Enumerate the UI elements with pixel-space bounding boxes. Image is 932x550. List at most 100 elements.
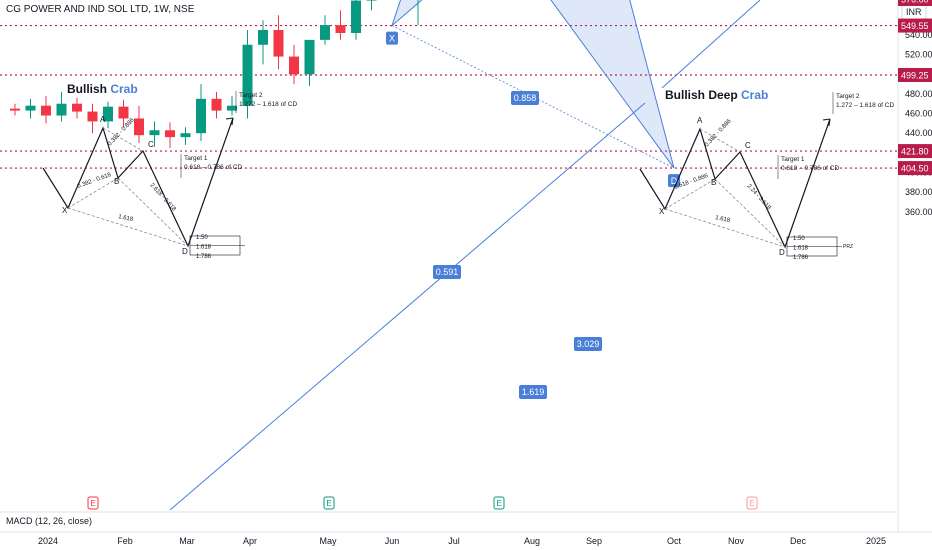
diagram-title-left-word1: Bullish [67,82,110,96]
pattern-triangle-xab [390,0,423,28]
candle-body [304,39,315,75]
time-tick-label: 2024 [38,536,58,546]
prz-level-label: 1.50 [196,235,208,241]
earnings-marker [323,496,335,510]
pattern-triangle-bcd [550,0,675,169]
price-tick-label: 440.00 [905,128,932,138]
candle-body [25,105,36,111]
prz-level-label: 1.786 [196,254,212,260]
price-tick-label: 540.00 [905,30,932,40]
target1-title: Target 1 [781,156,805,163]
time-tick-label: Jun [385,536,400,546]
candle-body [242,44,253,106]
diagram-point-label: A [697,116,703,125]
level-label: 499.25 [901,70,929,80]
diagram-point-label: D [779,248,785,257]
level-label-box [898,0,932,6]
level-label: 421.80 [901,147,929,157]
indicator-label: MACD (12, 26, close) [6,516,92,526]
target2-text: 1.272 – 1.618 of CD [836,102,894,109]
grid [0,0,932,533]
earnings-marker [87,496,99,510]
earnings-marker [493,496,505,510]
target2-title: Target 2 [239,92,263,99]
pattern-point-label: D [671,176,678,186]
earnings-label: E [326,499,331,508]
level-label: 404.50 [901,164,929,174]
prz-level-label: 1.618 [196,245,212,251]
candle-body [56,103,67,116]
harmonic-pattern: X A B C D 0.858 0.591 3.029 1.619 E E E E [87,0,761,511]
pattern-point-label: X [389,34,395,44]
diagram-title-left: Bullish Crab [67,82,138,96]
arrow-icon [822,118,831,127]
candle-body [258,30,268,45]
candle-body [320,25,330,40]
diagram-ratio-label: 2.618 - 3.618 [149,182,178,213]
target1-text: 0.618 – 0.786 of CD [184,164,242,171]
ratio-label: 1.619 [522,387,545,397]
time-tick-label: Oct [667,536,682,546]
prz-level-label: 1.50 [793,236,805,242]
price-tick-label: 360.00 [905,207,932,217]
time-tick-label: Nov [728,536,745,546]
chart-title: CG POWER AND IND SOL LTD, 1W, NSE [6,4,195,15]
diagram-point-label: B [711,178,716,187]
time-tick-label: Apr [243,536,257,546]
time-axis[interactable]: 2024 Feb Mar Apr May Jun Jul Aug Sep Oct Nov Dec 202… [38,536,886,546]
trend-line-upper [661,0,761,89]
earnings-label: E [496,499,501,508]
earnings-marker [746,496,758,510]
time-tick-label: Mar [179,536,195,546]
target1-text: 0.618 – 0.786 of CD [781,165,839,172]
time-tick-label: Aug [524,536,540,546]
candle-body [227,105,237,111]
candle-body [273,30,284,57]
diagram-point-label: A [100,115,106,124]
price-axis[interactable]: 360.00380.00400.00420.00440.00460.00480.… [6,0,932,526]
ratio-label: 3.029 [577,339,600,349]
candle-body [134,118,144,136]
diagram-path [42,117,234,248]
diagram-dashed-line [664,208,786,248]
earnings-label: E [90,499,95,508]
pattern-point-box [386,31,398,45]
candle-body [149,130,160,136]
diagram-point-label: C [148,140,154,149]
diagram-ratio-label: 0.382 - 0.886 [704,118,733,148]
level-label-box [898,18,932,33]
price-tick-label: 380.00 [905,187,932,197]
ratio-label: 0.591 [436,267,459,277]
currency-label: INR [906,7,922,17]
candle-body [289,56,299,75]
candle-body [366,0,377,1]
pattern-point-box [668,174,680,188]
diagram-point-label: D [182,247,188,256]
arrow-icon [225,117,234,126]
candle-body [211,98,222,111]
candle-body [103,106,113,122]
candles [10,0,419,148]
price-tick-label: 460.00 [905,109,932,119]
trend-line-lower [169,102,646,511]
ratio-box [519,385,547,399]
diagram-point-label: X [62,206,68,215]
level-label-box [898,144,932,159]
price-tick-label: 480.00 [905,89,932,99]
candle-body [351,0,361,33]
candle-body [196,98,206,134]
diagram-point-label: X [659,207,665,216]
ratio-box [511,91,539,105]
diagram-dashed-line [699,128,741,153]
diagram-dashed-line [102,127,144,152]
diagram-dashed-line [67,207,189,247]
candle-body [180,133,191,138]
earnings-label: E [749,499,754,508]
candle-body [41,105,51,116]
prz-label: PRZ [843,244,853,250]
candle-body [335,25,346,33]
candle-body [118,106,129,119]
time-tick-label: Feb [117,536,133,546]
